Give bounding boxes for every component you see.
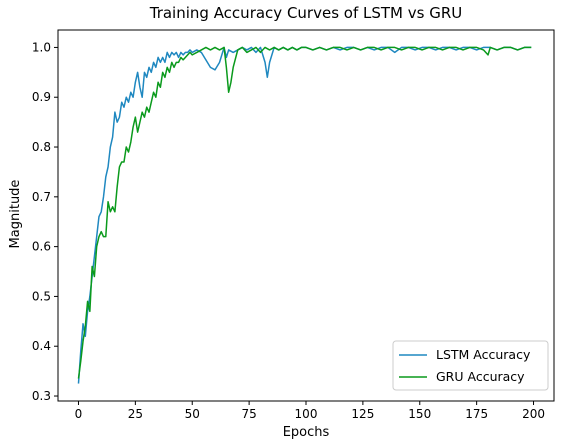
legend-box [392, 340, 549, 391]
x-tick-label: 75 [241, 407, 256, 421]
lstm-accuracy-line [77, 46, 532, 384]
y-axis-label: Magnitude [8, 180, 23, 249]
y-tick-label: 1.0 [32, 40, 51, 54]
legend-label-lstm: LSTM Accuracy [436, 347, 531, 362]
x-axis-label: Epochs [283, 425, 330, 440]
chart-title: Training Accuracy Curves of LSTM vs GRU [149, 4, 463, 22]
y-tick-label: 0.9 [32, 90, 51, 104]
x-axis-ticks: 0 25 50 75 100 125 150 175 200 [75, 401, 545, 421]
x-tick-label: 200 [522, 407, 545, 421]
x-tick-label: 50 [185, 407, 200, 421]
y-tick-label: 0.7 [32, 190, 51, 204]
y-tick-label: 0.5 [32, 289, 51, 303]
y-tick-label: 0.4 [32, 339, 51, 353]
x-tick-label: 125 [351, 407, 374, 421]
gru-accuracy-line [77, 46, 532, 379]
x-tick-label: 175 [465, 407, 488, 421]
x-tick-label: 150 [408, 407, 431, 421]
x-tick-label: 25 [128, 407, 143, 421]
legend: LSTM Accuracy GRU Accuracy [392, 340, 549, 391]
y-axis-ticks: 0.3 0.4 0.5 0.6 0.7 0.8 0.9 1.0 [32, 40, 58, 403]
legend-label-gru: GRU Accuracy [436, 369, 525, 384]
y-tick-label: 0.3 [32, 389, 51, 403]
x-tick-label: 0 [75, 407, 83, 421]
series-layer [77, 46, 532, 384]
y-tick-label: 0.6 [32, 240, 51, 254]
y-tick-label: 0.8 [32, 140, 51, 154]
x-tick-label: 100 [295, 407, 318, 421]
